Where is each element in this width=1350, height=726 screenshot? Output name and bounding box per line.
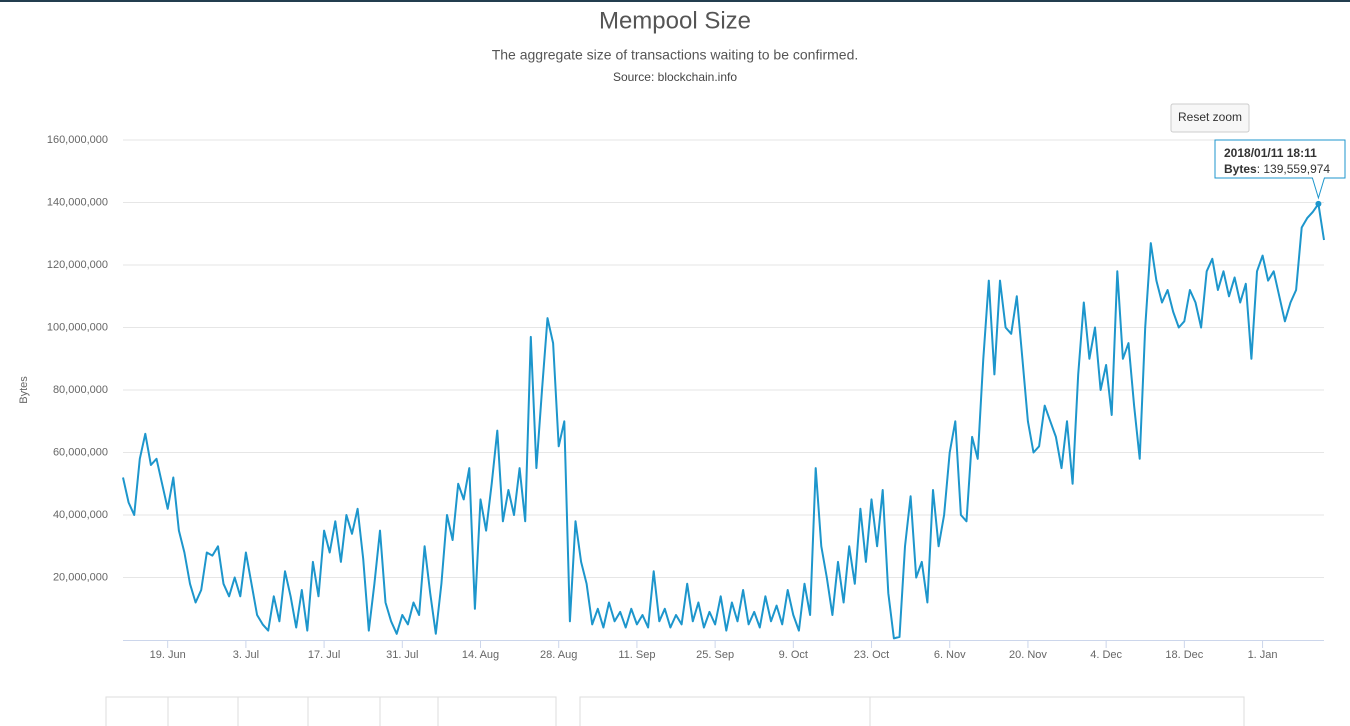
y-tick-label: 80,000,000 xyxy=(53,384,108,396)
source: Source: blockchain.info xyxy=(613,70,737,84)
y-tick-label: 120,000,000 xyxy=(47,259,108,271)
hover-point xyxy=(1315,200,1322,207)
tooltip: 2018/01/11 18:11 Bytes: 139,559,974 xyxy=(1214,139,1346,200)
panel xyxy=(105,696,557,726)
reset-zoom-button[interactable]: Reset zoom xyxy=(1170,103,1250,133)
y-tick-label: 100,000,000 xyxy=(47,321,108,333)
x-tick-label: 18. Dec xyxy=(1165,649,1203,661)
y-tick-label: 60,000,000 xyxy=(53,446,108,458)
y-axis-title: Bytes xyxy=(18,376,30,404)
button-label[interactable]: Reset zoom xyxy=(1178,110,1242,124)
y-tick-label: 140,000,000 xyxy=(47,196,108,208)
y-tick-label: 20,000,000 xyxy=(53,571,108,583)
tooltip-box xyxy=(1214,139,1346,200)
x-tick-label: 17. Jul xyxy=(308,649,340,661)
x-tick-label: 19. Jun xyxy=(150,649,186,661)
series-line xyxy=(122,202,1325,640)
x-tick-label: 31. Jul xyxy=(386,649,418,661)
tooltip-number: 139,559,974 xyxy=(1263,162,1330,176)
tooltip-value: Bytes: 139,559,974 xyxy=(1224,162,1330,176)
top-border xyxy=(0,0,1350,2)
x-tick-label: 20. Nov xyxy=(1009,649,1047,661)
x-tick-label: 23. Oct xyxy=(854,649,889,661)
tooltip-series-name: Bytes xyxy=(1224,162,1257,176)
tooltip-separator: : xyxy=(1257,162,1264,176)
chart-title: Mempool Size xyxy=(599,7,751,34)
x-tick-label: 1. Jan xyxy=(1248,649,1278,661)
panel xyxy=(579,696,1245,726)
button-box[interactable] xyxy=(1170,103,1250,133)
chart-subtitle: The aggregate size of transactions waiti… xyxy=(492,47,859,63)
x-tick-label: 28. Aug xyxy=(540,649,577,661)
x-tick-label: 6. Nov xyxy=(934,649,966,661)
x-tick-label: 4. Dec xyxy=(1090,649,1122,661)
x-tick-label: 14. Aug xyxy=(462,649,499,661)
tooltip-date: 2018/01/11 18:11 xyxy=(1224,146,1317,160)
y-tick-label: 40,000,000 xyxy=(53,509,108,521)
x-tick-label: 3. Jul xyxy=(233,649,259,661)
x-tick-label: 9. Oct xyxy=(779,649,808,661)
x-tick-label: 25. Sep xyxy=(696,649,734,661)
y-tick-label: 160,000,000 xyxy=(47,134,108,146)
bottom-panels xyxy=(105,696,1245,726)
x-tick-label: 11. Sep xyxy=(618,649,655,661)
